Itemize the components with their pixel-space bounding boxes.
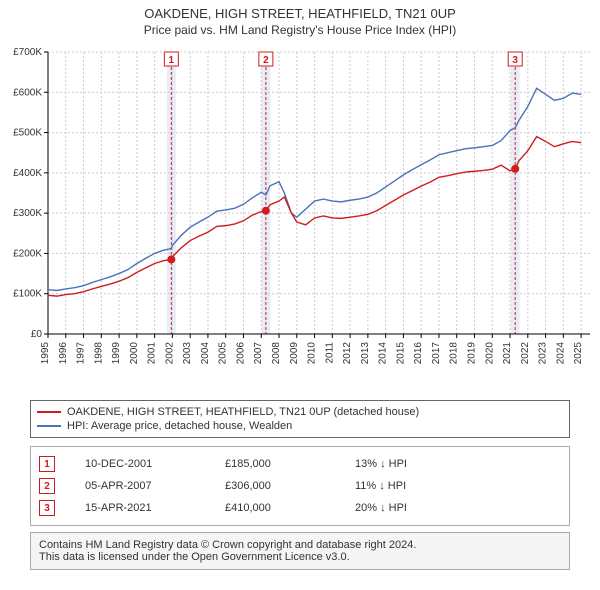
svg-text:£100K: £100K [13,289,42,300]
svg-text:2005: 2005 [218,342,229,365]
svg-text:£300K: £300K [13,208,42,219]
svg-text:2017: 2017 [431,342,442,365]
sale-marker: 2 [39,478,55,494]
svg-text:2000: 2000 [129,342,140,365]
svg-text:1998: 1998 [93,342,104,365]
svg-text:2007: 2007 [253,342,264,365]
attribution-line-1: Contains HM Land Registry data © Crown c… [39,539,561,551]
sale-date: 15-APR-2021 [85,502,195,514]
sale-price: £410,000 [225,502,325,514]
svg-text:3: 3 [512,55,518,66]
page-subtitle: Price paid vs. HM Land Registry's House … [0,23,600,37]
svg-text:2019: 2019 [466,342,477,365]
svg-text:2001: 2001 [147,342,158,365]
svg-text:2025: 2025 [573,342,584,365]
sale-row: 2 05-APR-2007 £306,000 11% ↓ HPI [39,475,561,497]
legend-swatch [37,425,61,427]
svg-text:2010: 2010 [307,342,318,365]
svg-text:2006: 2006 [235,342,246,365]
sale-diff: 20% ↓ HPI [355,502,475,514]
svg-text:2009: 2009 [289,342,300,365]
title-block: OAKDENE, HIGH STREET, HEATHFIELD, TN21 0… [0,0,600,37]
svg-text:2: 2 [263,55,269,66]
svg-text:1995: 1995 [40,342,51,365]
svg-text:1996: 1996 [58,342,69,365]
svg-text:2002: 2002 [164,342,175,365]
svg-text:2021: 2021 [502,342,513,365]
sale-diff: 13% ↓ HPI [355,458,475,470]
svg-text:£700K: £700K [13,47,42,58]
chart-svg: £0 £100K £200K £300K £400K £500K £600K £700K 199… [0,44,600,394]
svg-text:2022: 2022 [520,342,531,365]
svg-text:£400K: £400K [13,168,42,179]
sale-row: 1 10-DEC-2001 £185,000 13% ↓ HPI [39,453,561,475]
svg-text:2018: 2018 [449,342,460,365]
legend-label: HPI: Average price, detached house, Weal… [67,420,292,432]
svg-text:2016: 2016 [413,342,424,365]
legend-label: OAKDENE, HIGH STREET, HEATHFIELD, TN21 0… [67,406,419,418]
legend-row: OAKDENE, HIGH STREET, HEATHFIELD, TN21 0… [37,405,563,419]
sale-diff: 11% ↓ HPI [355,480,475,492]
svg-text:£500K: £500K [13,128,42,139]
svg-text:2015: 2015 [395,342,406,365]
svg-text:2013: 2013 [360,342,371,365]
sale-marker: 1 [39,456,55,472]
svg-text:2024: 2024 [555,342,566,365]
svg-text:2008: 2008 [271,342,282,365]
sale-date: 10-DEC-2001 [85,458,195,470]
svg-text:2020: 2020 [484,342,495,365]
svg-text:£0: £0 [31,329,43,340]
attribution-line-2: This data is licensed under the Open Gov… [39,551,561,563]
svg-text:2004: 2004 [200,342,211,365]
svg-text:1: 1 [169,55,175,66]
legend: OAKDENE, HIGH STREET, HEATHFIELD, TN21 0… [30,400,570,438]
sale-marker: 3 [39,500,55,516]
svg-text:2014: 2014 [378,342,389,365]
page-title: OAKDENE, HIGH STREET, HEATHFIELD, TN21 0… [0,6,600,21]
legend-swatch [37,411,61,413]
sale-row: 3 15-APR-2021 £410,000 20% ↓ HPI [39,497,561,519]
sales-table: 1 10-DEC-2001 £185,000 13% ↓ HPI 2 05-APR-200… [30,446,570,526]
sale-price: £306,000 [225,480,325,492]
svg-text:2023: 2023 [538,342,549,365]
svg-text:1997: 1997 [76,342,87,365]
svg-text:2011: 2011 [324,342,335,364]
attribution: Contains HM Land Registry data © Crown c… [30,532,570,570]
svg-text:£600K: £600K [13,87,42,98]
sale-date: 05-APR-2007 [85,480,195,492]
svg-text:2012: 2012 [342,342,353,365]
svg-text:2003: 2003 [182,342,193,365]
svg-text:1999: 1999 [111,342,122,365]
sale-price: £185,000 [225,458,325,470]
chart: £0 £100K £200K £300K £400K £500K £600K £700K 199… [0,44,600,394]
svg-text:£200K: £200K [13,248,42,259]
legend-row: HPI: Average price, detached house, Weal… [37,419,563,433]
